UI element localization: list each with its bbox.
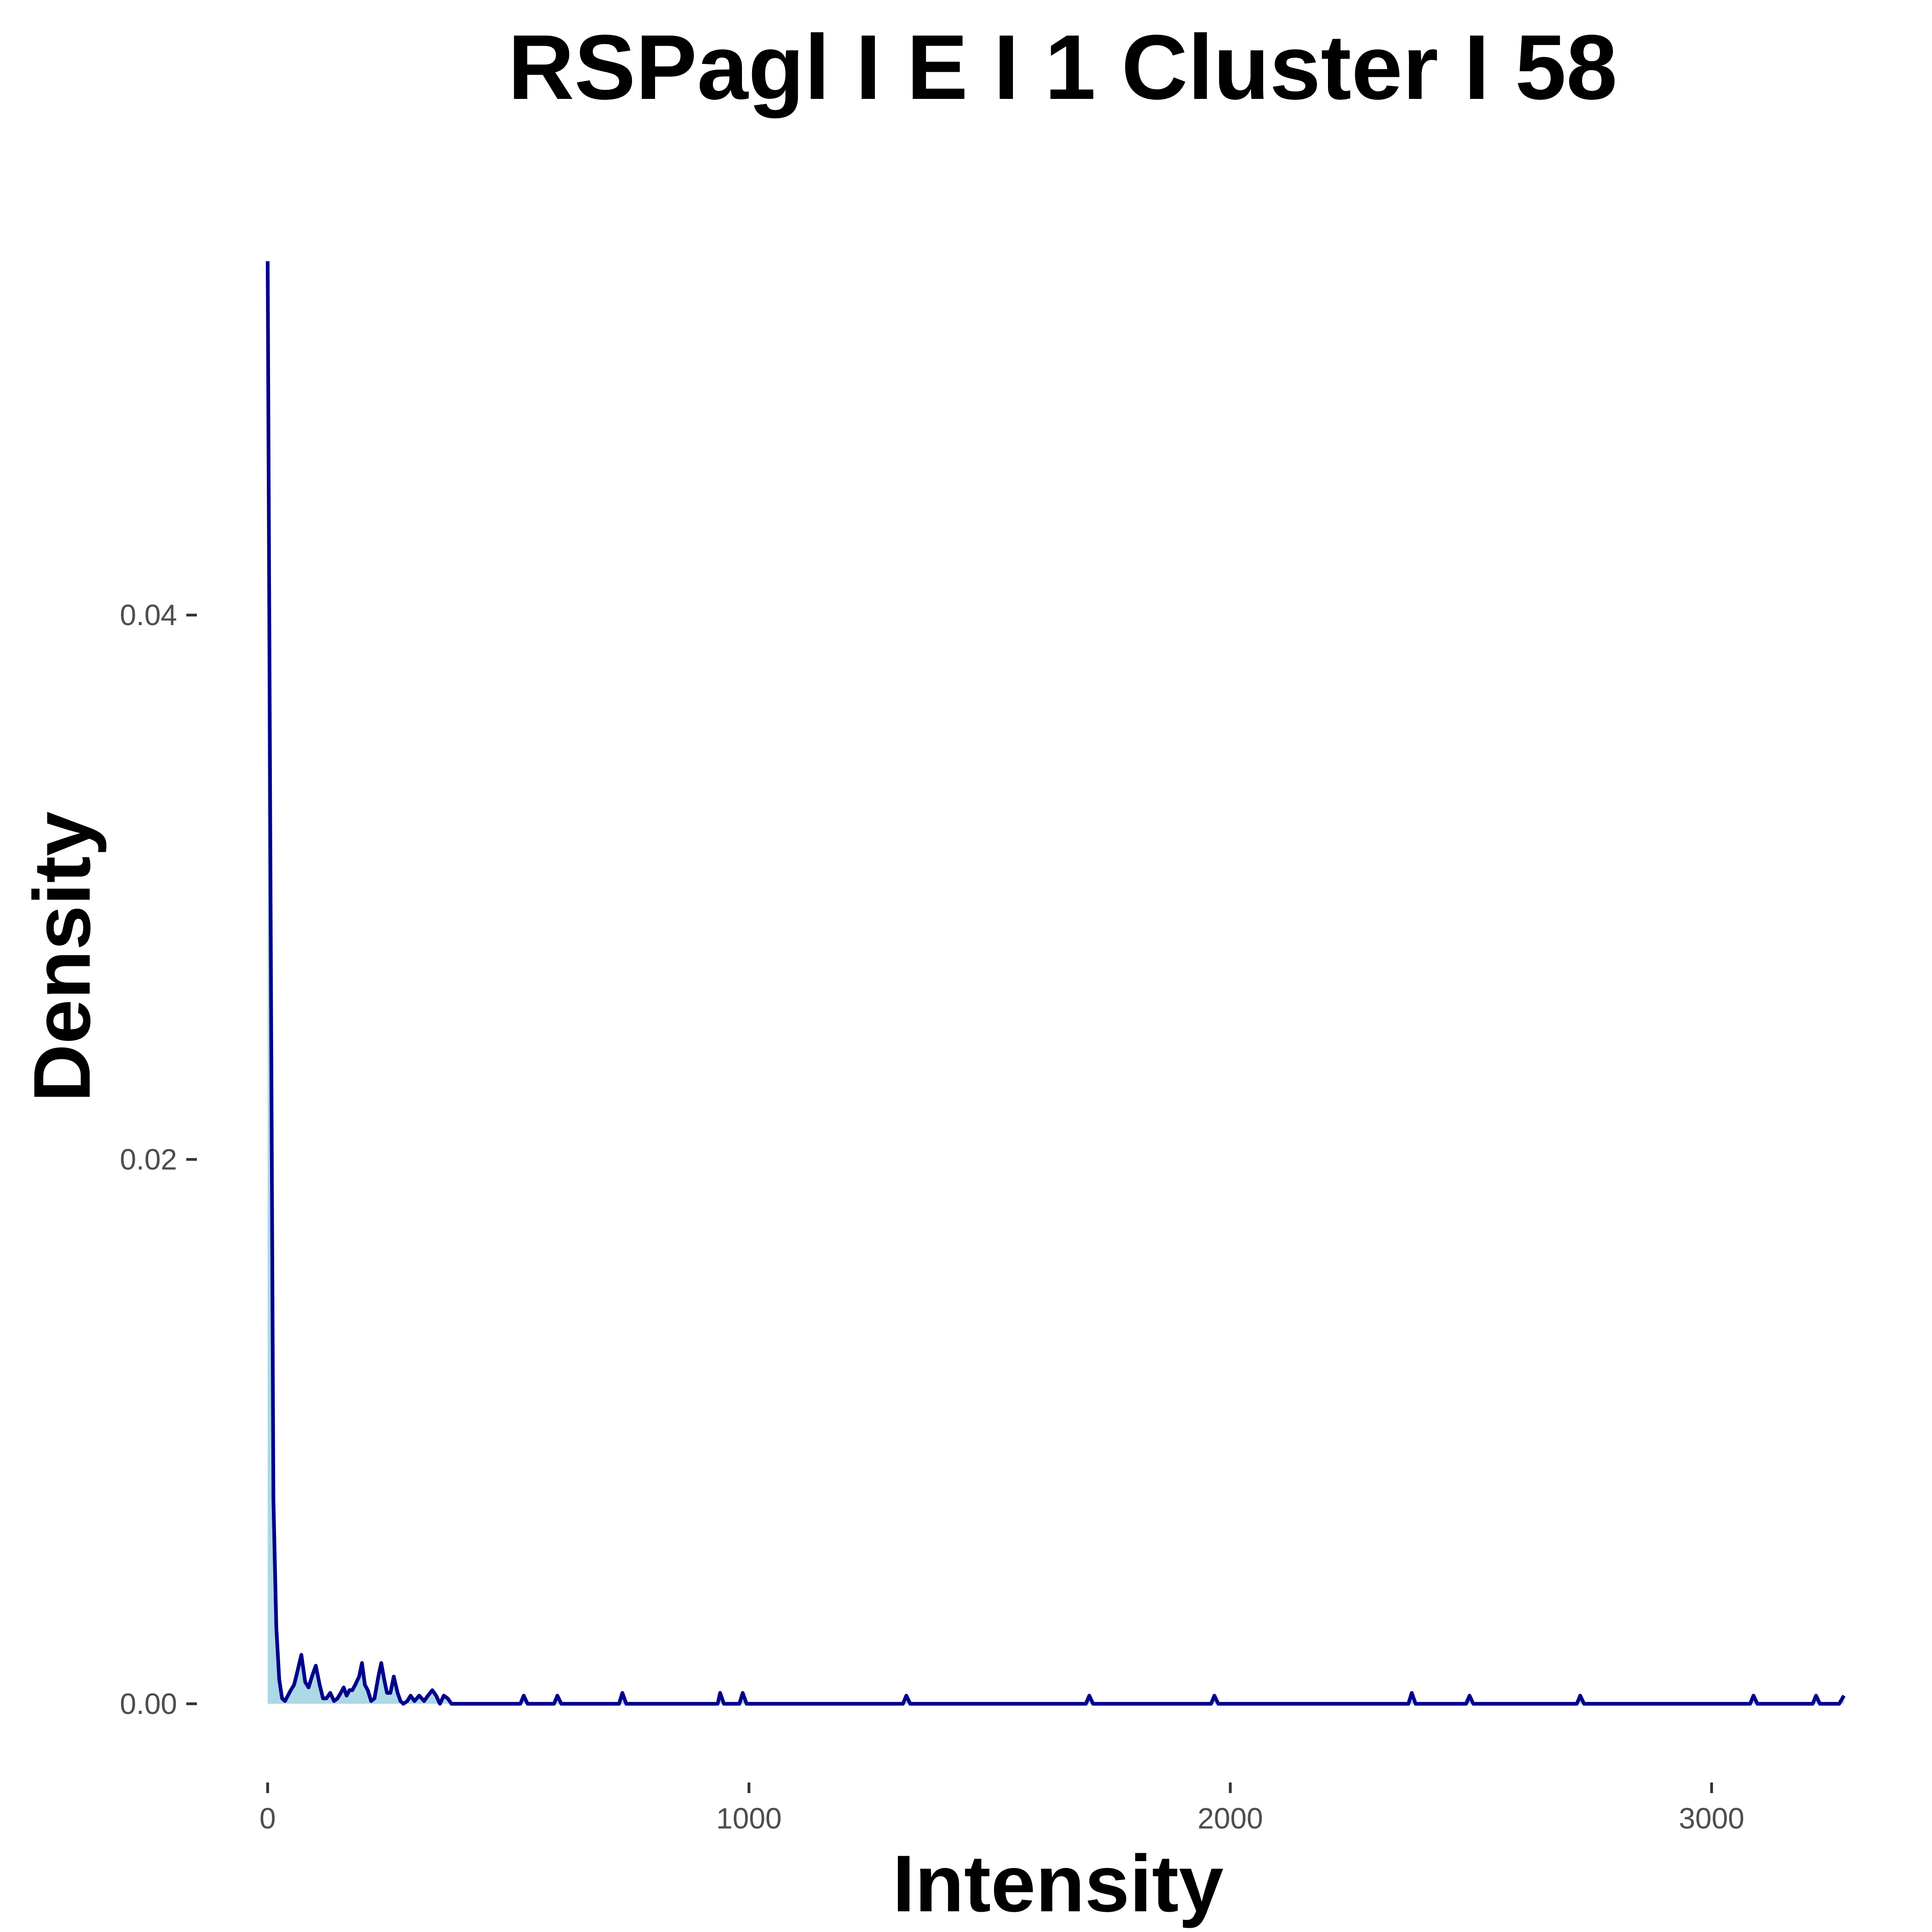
x-axis-title: Intensity (892, 1839, 1224, 1929)
x-axis: 0 1000 2000 3000 (259, 1782, 1744, 1835)
x-tick-label: 1000 (716, 1802, 782, 1835)
y-tick-label: 0.02 (120, 1143, 177, 1176)
x-tick-label: 2000 (1197, 1802, 1263, 1835)
density-area-fill (267, 261, 1844, 1704)
chart-title: RSPagl I E I 1 Cluster I 58 (508, 16, 1617, 119)
x-tick-label: 0 (259, 1802, 276, 1835)
y-axis-title: Density (17, 811, 107, 1102)
x-tick-label: 3000 (1679, 1802, 1744, 1835)
y-tick-label: 0.04 (120, 598, 177, 632)
density-line (265, 261, 1846, 1706)
plot-area (265, 261, 1846, 1706)
y-axis: 0.00 0.02 0.04 (120, 598, 197, 1720)
y-tick-label: 0.00 (120, 1687, 177, 1720)
